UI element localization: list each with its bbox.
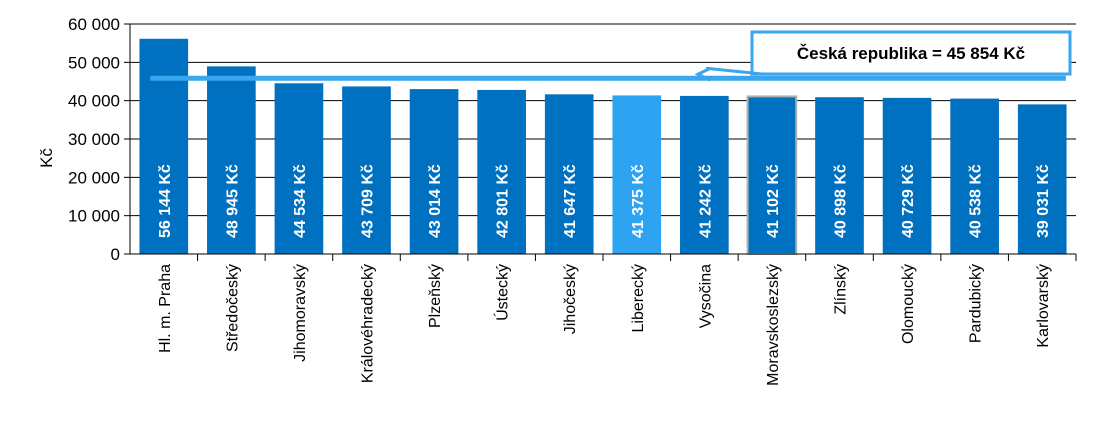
bar xyxy=(882,97,932,255)
bar-value-label: 41 647 Kč xyxy=(562,164,579,238)
bar-value-label: 40 729 Kč xyxy=(900,164,917,238)
reference-callout: Česká republika = 45 854 Kč xyxy=(694,30,1072,82)
x-tick-label: Jihomoravský xyxy=(292,264,309,362)
reference-callout-arrowhead xyxy=(694,66,712,82)
bar xyxy=(544,94,594,254)
bar xyxy=(1017,104,1067,254)
bar-value-label: 56 144 Kč xyxy=(157,164,174,238)
y-tick-label: 40 000 xyxy=(68,92,120,111)
bar xyxy=(409,89,459,254)
y-tick-label: 30 000 xyxy=(68,130,120,149)
axes: 0 10 000 20 000 30 000 40 000 50 000 60 000 Hl.… xyxy=(68,15,1077,386)
bar xyxy=(274,83,324,254)
bar-value-label: 43 014 Kč xyxy=(427,164,444,238)
bar-value-label: 41 375 Kč xyxy=(630,164,647,238)
reference-callout-text: Česká republika = 45 854 Kč xyxy=(797,44,1025,63)
x-tick-label: Karlovarský xyxy=(1035,264,1052,348)
bar xyxy=(680,95,729,254)
x-tick-label: Moravskoslezský xyxy=(765,264,782,386)
bar xyxy=(342,86,391,255)
x-tick-label: Olomoucký xyxy=(900,264,917,344)
y-tick-label: 50 000 xyxy=(68,53,120,72)
x-tick-label: Vysočina xyxy=(697,264,714,328)
bar xyxy=(950,98,999,254)
bar-value-label: 40 538 Kč xyxy=(968,164,985,238)
y-axis-label: Kč xyxy=(37,148,56,168)
bar-value-label: 41 102 Kč xyxy=(765,164,782,238)
x-tick-label: Pardubický xyxy=(968,264,985,343)
bars: 56 144 Kč 48 945 Kč 44 534 Kč 43 709 Kč 43 0… xyxy=(139,38,1067,255)
x-tick-label: Středočeský xyxy=(224,264,241,352)
bar xyxy=(207,66,256,254)
reference-callout-box xyxy=(750,30,1072,76)
bar xyxy=(612,95,662,254)
bar xyxy=(139,38,189,254)
y-tick-label: 20 000 xyxy=(68,168,120,187)
y-tick-label: 60 000 xyxy=(68,15,120,34)
bar-value-label: 42 801 Kč xyxy=(495,164,512,238)
x-tick-label: Královéhradecký xyxy=(360,264,377,383)
y-tick-label: 10 000 xyxy=(68,207,120,226)
bar-value-label: 44 534 Kč xyxy=(292,164,309,238)
bar-value-label: 48 945 Kč xyxy=(224,164,241,238)
bar-value-label: 40 898 Kč xyxy=(833,164,850,238)
x-tick-label: Jihočeský xyxy=(562,264,579,334)
y-tick-label: 0 xyxy=(111,245,120,264)
x-tick-label: Plzeňský xyxy=(427,264,444,328)
bar-value-label: 41 242 Kč xyxy=(697,164,714,238)
bar xyxy=(815,97,864,254)
bar-value-label: 39 031 Kč xyxy=(1035,164,1052,238)
bar-value-label: 43 709 Kč xyxy=(360,164,377,238)
x-tick-label: Zlínský xyxy=(833,264,850,315)
x-tick-label: Liberecký xyxy=(630,264,647,332)
x-tick-label: Ústecký xyxy=(493,264,512,321)
x-tick-label: Hl. m. Praha xyxy=(157,264,174,353)
reference-callout-arrow xyxy=(705,66,763,76)
bar xyxy=(477,89,526,254)
